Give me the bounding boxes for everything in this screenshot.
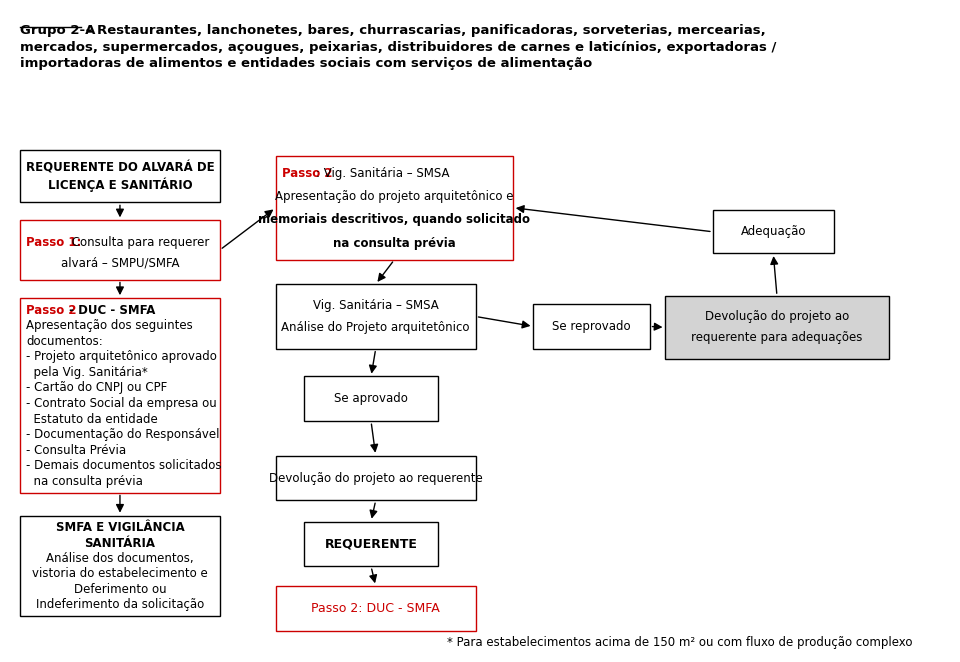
Text: Apresentação dos seguintes: Apresentação dos seguintes [27,319,193,332]
Text: memoriais descritivos, quando solicitado: memoriais descritivos, quando solicitado [258,213,530,226]
Text: Passo 2: DUC - SMFA: Passo 2: DUC - SMFA [311,602,440,615]
Text: REQUERENTE DO ALVARÁ DE: REQUERENTE DO ALVARÁ DE [26,161,214,174]
FancyBboxPatch shape [665,296,889,359]
FancyBboxPatch shape [303,522,439,567]
FancyBboxPatch shape [303,377,439,421]
Text: * Para estabelecimentos acima de 150 m² ou com fluxo de produção complexo: * Para estabelecimentos acima de 150 m² … [447,636,913,649]
Text: : Vig. Sanitária – SMSA: : Vig. Sanitária – SMSA [316,167,449,180]
Text: documentos:: documentos: [27,335,104,348]
Text: Devolução do projeto ao: Devolução do projeto ao [705,310,849,323]
Text: SMFA E VIGILÂNCIA: SMFA E VIGILÂNCIA [56,521,184,534]
FancyBboxPatch shape [276,455,475,500]
FancyBboxPatch shape [534,304,650,349]
Text: Indeferimento da solicitação: Indeferimento da solicitação [36,598,204,611]
Text: Passo 1:: Passo 1: [27,236,82,250]
Text: Devolução do projeto ao requerente: Devolução do projeto ao requerente [269,471,483,485]
FancyBboxPatch shape [276,156,513,260]
Text: Análise do Projeto arquitetônico: Análise do Projeto arquitetônico [281,320,470,334]
Text: na consulta prévia: na consulta prévia [333,236,456,250]
Text: REQUERENTE: REQUERENTE [324,538,418,550]
Text: mercados, supermercados, açougues, peixarias, distribuidores de carnes e laticín: mercados, supermercados, açougues, peixa… [20,41,777,54]
Text: requerente para adequações: requerente para adequações [691,332,863,344]
Text: Consulta para requerer: Consulta para requerer [68,236,209,250]
FancyBboxPatch shape [20,220,220,279]
Text: - Consulta Prévia: - Consulta Prévia [27,444,127,457]
Text: Passo 2: Passo 2 [27,304,77,316]
Text: Estatuto da entidade: Estatuto da entidade [27,412,158,426]
Text: – Restaurantes, lanchonetes, bares, churrascarias, panificadoras, sorveterias, m: – Restaurantes, lanchonetes, bares, chur… [82,24,766,38]
Text: Vig. Sanitária – SMSA: Vig. Sanitária – SMSA [313,299,439,312]
Text: Apresentação do projeto arquitetônico e: Apresentação do projeto arquitetônico e [276,191,514,203]
Text: Se reprovado: Se reprovado [552,320,631,333]
Text: Passo 2: Passo 2 [282,167,333,180]
Text: SANITÁRIA: SANITÁRIA [84,536,156,549]
Text: - Projeto arquitetônico aprovado: - Projeto arquitetônico aprovado [27,350,217,363]
Text: - Contrato Social da empresa ou: - Contrato Social da empresa ou [27,397,217,410]
FancyBboxPatch shape [276,586,475,631]
Text: Análise dos documentos,: Análise dos documentos, [46,552,194,565]
Text: Deferimento ou: Deferimento ou [74,583,166,596]
Text: - Cartão do CNPJ ou CPF: - Cartão do CNPJ ou CPF [27,381,168,395]
Text: na consulta prévia: na consulta prévia [27,475,143,488]
Text: alvará – SMPU/SMFA: alvará – SMPU/SMFA [60,256,180,269]
Text: Adequação: Adequação [740,225,806,238]
FancyBboxPatch shape [20,298,220,493]
FancyBboxPatch shape [276,284,475,349]
Text: importadoras de alimentos e entidades sociais com serviços de alimentação: importadoras de alimentos e entidades so… [20,58,592,70]
Text: - Documentação do Responsável: - Documentação do Responsável [27,428,220,441]
Text: - DUC - SMFA: - DUC - SMFA [64,304,155,316]
FancyBboxPatch shape [20,516,220,616]
Text: pela Vig. Sanitária*: pela Vig. Sanitária* [27,366,148,379]
Text: LICENÇA E SANITÁRIO: LICENÇA E SANITÁRIO [48,177,192,192]
Text: vistoria do estabelecimento e: vistoria do estabelecimento e [32,567,207,581]
Text: Grupo 2-A: Grupo 2-A [20,24,95,38]
Text: - Demais documentos solicitados: - Demais documentos solicitados [27,459,222,472]
FancyBboxPatch shape [20,150,220,203]
FancyBboxPatch shape [713,211,833,253]
Text: Se aprovado: Se aprovado [334,393,408,405]
